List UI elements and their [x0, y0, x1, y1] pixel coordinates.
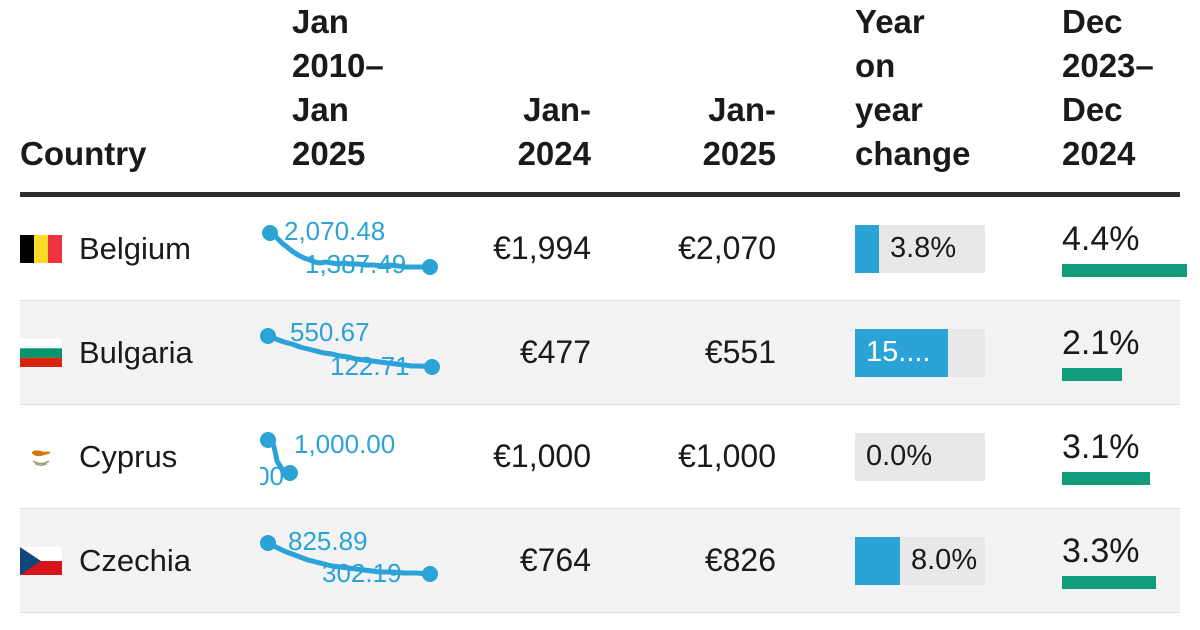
- country-name: Bulgaria: [79, 334, 193, 370]
- yoy-bar-fill: [855, 536, 900, 585]
- spark-low-value: 302.19: [322, 558, 402, 588]
- spark-end-dot: [424, 359, 440, 375]
- sparkline-cell: 2,070.48 1,387.49: [260, 197, 455, 300]
- country-name: Cyprus: [79, 438, 178, 474]
- dec-change-value: 2.1%: [1062, 323, 1140, 362]
- spark-high-value: 550.67: [290, 317, 370, 347]
- header-dec-2023-2024-label: Dec 2023– Dec 2024: [1062, 3, 1154, 172]
- spark-end-dot: [282, 465, 298, 481]
- yoy-bar-fill: [855, 224, 879, 273]
- header-country: Country: [20, 0, 260, 196]
- spark-start-dot: [260, 535, 276, 551]
- header-jan-2025-label: Jan- 2025: [702, 91, 776, 172]
- belgium-sparkline: 2,070.48 1,387.49: [262, 216, 438, 279]
- yoy-bar-track: 15....: [855, 328, 985, 377]
- spark-high-value: 825.89: [288, 526, 368, 556]
- yoy-bar-track: 8.0%: [855, 536, 985, 585]
- jan-2025-value: €551: [704, 334, 776, 370]
- header-country-label: Country: [20, 135, 147, 172]
- jan-2024-value: €477: [519, 334, 591, 370]
- cyprus-sparkline: 1,000.00 00: [260, 429, 395, 491]
- header-yoy-change: Year on year change: [780, 0, 1000, 196]
- spark-end-dot: [422, 566, 438, 582]
- yoy-change-value: 0.0%: [866, 440, 933, 472]
- country-cell: Belgium: [20, 197, 260, 300]
- yoy-bar-track: 0.0%: [855, 432, 985, 481]
- yoy-change-cell: 15....: [780, 301, 1000, 404]
- table-row-bulgaria: Bulgaria 550.67 122.71 €477 €551 15.... …: [20, 300, 1180, 404]
- spark-low-value: 122.71: [330, 351, 410, 381]
- bulgaria-sparkline: 550.67 122.71: [260, 317, 440, 381]
- yoy-change-value: 15....: [866, 336, 931, 368]
- spark-start-dot: [260, 328, 276, 344]
- dec-change-value: 3.1%: [1062, 427, 1140, 466]
- dec-change-value: 3.3%: [1062, 531, 1140, 570]
- cyprus-flag-icon: [20, 442, 62, 471]
- dec-change-bar: [1062, 263, 1187, 277]
- sparkline-cell: 825.89 302.19: [260, 509, 455, 612]
- table-row-cyprus: Cyprus 1,000.00 00 €1,000 €1,000 0.0% 3.…: [20, 404, 1180, 508]
- spark-low-value: 00: [260, 461, 284, 491]
- spark-high-value: 1,000.00: [294, 429, 395, 459]
- table-row-belgium: Belgium 2,070.48 1,387.49 €1,994 €2,070 …: [20, 197, 1187, 300]
- jan-2024-value: €1,000: [493, 438, 591, 474]
- spark-start-dot: [262, 225, 278, 241]
- yoy-bar-track: 3.8%: [855, 224, 985, 273]
- country-name: Belgium: [79, 230, 191, 266]
- spark-start-dot: [260, 432, 276, 448]
- yoy-change-cell: 0.0%: [780, 405, 1000, 508]
- jan-2024-value: €1,994: [493, 230, 591, 266]
- czechia-sparkline: 825.89 302.19: [260, 526, 438, 588]
- dec-change-cell: 3.3%: [1000, 509, 1180, 612]
- yoy-change-cell: 8.0%: [780, 509, 1000, 612]
- yoy-change-value: 3.8%: [890, 232, 957, 264]
- header-period: Jan 2010– Jan 2025: [260, 0, 455, 196]
- spark-low-value: 1,387.49: [305, 249, 406, 279]
- country-cell: Czechia: [20, 509, 260, 612]
- table-body: Belgium 2,070.48 1,387.49 €1,994 €2,070 …: [20, 197, 1187, 613]
- dec-change-cell: 3.1%: [1000, 405, 1180, 508]
- yoy-bar-fill: [855, 328, 948, 377]
- header-jan-2024-label: Jan- 2024: [517, 91, 591, 172]
- sparkline-cell: 1,000.00 00: [260, 405, 455, 508]
- country-name: Czechia: [79, 542, 191, 578]
- header-jan-2025: Jan- 2025: [595, 0, 780, 196]
- dec-change-cell: 2.1%: [1000, 301, 1180, 404]
- sparkline-cell: 550.67 122.71: [260, 301, 455, 404]
- spark-end-dot: [422, 259, 438, 275]
- jan-2025-value: €826: [704, 542, 776, 578]
- country-cell: Bulgaria: [20, 301, 260, 404]
- dec-change-bar: [1062, 367, 1122, 381]
- table-header-row: Country Jan 2010– Jan 2025 Jan- 2024 Jan…: [20, 0, 1180, 197]
- jan-2025-value: €2,070: [678, 230, 776, 266]
- czechia-flag-icon: [20, 546, 62, 575]
- jan-2025-value: €1,000: [678, 438, 776, 474]
- header-yoy-change-label: Year on year change: [855, 3, 971, 172]
- header-dec-2023-2024: Dec 2023– Dec 2024: [1000, 0, 1180, 196]
- header-jan-2024: Jan- 2024: [455, 0, 595, 196]
- jan-2024-value: €764: [519, 542, 591, 578]
- yoy-change-cell: 3.8%: [780, 197, 1000, 300]
- dec-change-cell: 4.4%: [1000, 197, 1187, 300]
- bulgaria-flag-icon: [20, 338, 62, 367]
- dec-change-value: 4.4%: [1062, 219, 1140, 258]
- belgium-flag-icon: [20, 234, 62, 263]
- dec-change-bar: [1062, 471, 1150, 485]
- spark-high-value: 2,070.48: [284, 216, 385, 246]
- yoy-change-value: 8.0%: [911, 544, 978, 576]
- country-cell: Cyprus: [20, 405, 260, 508]
- header-period-label: Jan 2010– Jan 2025: [292, 3, 384, 172]
- dec-change-bar: [1062, 575, 1156, 589]
- table-row-czechia: Czechia 825.89 302.19 €764 €826 8.0% 3.3…: [20, 508, 1180, 612]
